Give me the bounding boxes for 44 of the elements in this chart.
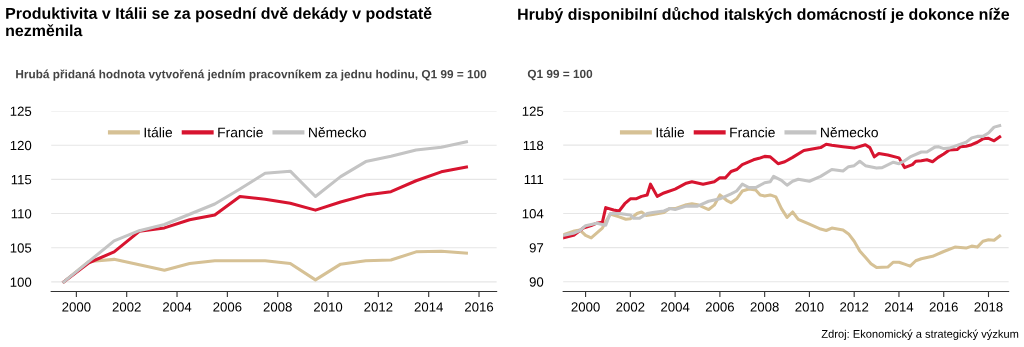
legend-label: Francie: [730, 127, 775, 138]
y-tick-label: 125: [522, 106, 544, 116]
chart-subtitle: Hrubá přidaná hodnota vytvořená jedním pracovníkem za jednu hodinu, Q1 99 = 100: [16, 69, 487, 81]
x-tick-label: 2002: [616, 302, 645, 312]
line-series: [62, 165, 468, 284]
x-tick-label: 2004: [163, 302, 192, 312]
x-tick-label: 2014: [414, 302, 443, 312]
y-tick-label: 118: [523, 140, 544, 151]
y-tick-label: 100: [10, 277, 32, 287]
x-tick-label: 2010: [314, 302, 343, 312]
x-tick-label: 2018: [974, 302, 1003, 312]
chart-title: Hrubý disponibilní důchod italských domácností je dokonce níže: [518, 6, 1010, 24]
legend-label: Německo: [821, 127, 878, 138]
legend-label: Francie: [218, 127, 263, 138]
x-tick-label: 2002: [112, 302, 141, 312]
line-series: [62, 140, 468, 284]
x-tick-label: 2008: [263, 302, 292, 312]
y-tick-label: 97: [529, 243, 544, 253]
legend-label: Německo: [309, 127, 366, 138]
x-tick-label: 2008: [750, 302, 779, 312]
x-tick-label: 2006: [213, 302, 242, 312]
legend-label: Itálie: [656, 126, 685, 138]
x-tick-label: 2006: [705, 302, 734, 312]
text: Zdroj: Ekonomický a strategický výzkum: [821, 329, 1019, 341]
x-tick-label: 2000: [62, 302, 91, 312]
chart-title: Produktivita v Itálii se za posední dvě dekády v podstatě nezměnila: [6, 6, 432, 37]
y-tick-label: 105: [10, 243, 32, 253]
x-tick-label: 2010: [795, 302, 824, 312]
x-tick-label: 2016: [929, 302, 958, 312]
legend-label: Itálie: [144, 126, 173, 138]
x-tick-label: 2012: [364, 302, 393, 312]
x-tick-label: 2014: [884, 302, 914, 312]
y-tick-label: 120: [10, 140, 32, 151]
y-tick-label: 90: [529, 277, 544, 287]
y-tick-label: 110: [11, 209, 32, 219]
x-tick-label: 2016: [465, 302, 494, 312]
x-tick-label: 2000: [571, 302, 600, 312]
y-tick-label: 125: [10, 106, 32, 116]
y-tick-label: 104: [522, 209, 544, 219]
chart-subtitle: Q1 99 = 100: [527, 69, 593, 81]
x-tick-label: 2004: [661, 302, 690, 312]
y-tick-label: 111: [524, 175, 544, 185]
y-tick-label: 115: [11, 175, 32, 185]
x-tick-label: 2012: [840, 302, 869, 312]
